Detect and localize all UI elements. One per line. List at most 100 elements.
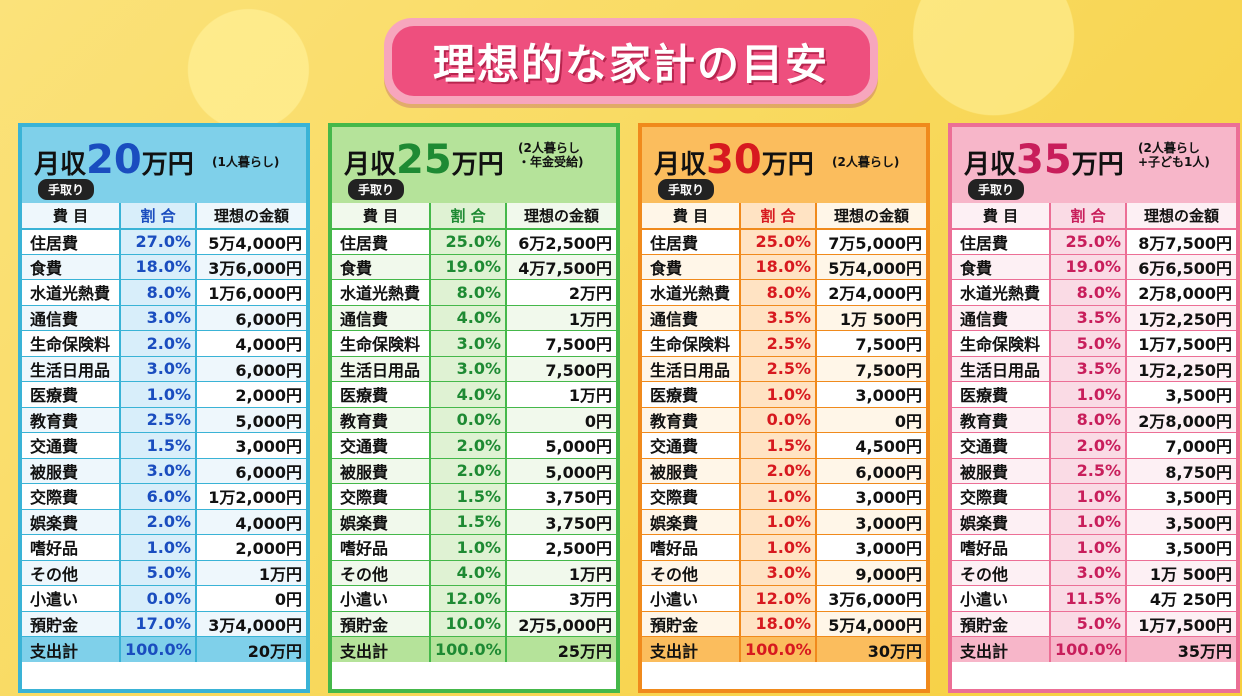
category-label: 被服費 [22, 457, 121, 484]
amount-value: 6万6,500円 [1126, 253, 1236, 280]
ratio-value: 1.0% [740, 381, 817, 407]
category-label: 娯楽費 [332, 508, 431, 535]
amount-value: 20万円 [196, 636, 306, 662]
table-row: 支出計 100.0% 25万円 [332, 636, 616, 662]
amount-value: 5,000円 [196, 406, 306, 433]
category-label: 水道光熱費 [22, 279, 121, 305]
amount-value: 5,000円 [506, 457, 616, 484]
amount-value: 2万円 [506, 279, 616, 305]
ratio-value: 1.0% [1050, 381, 1127, 407]
ratio-value: 19.0% [430, 253, 507, 280]
ratio-value: 3.0% [430, 355, 507, 382]
table-row: 生命保険料 5.0% 1万7,500円 [952, 330, 1236, 356]
amount-value: 35万円 [1126, 636, 1236, 662]
budget-panel-35: 月収35万円 (2人暮らし +子ども1人) 手取り費 目割 合理想の金額 住居費 25.0… [948, 123, 1240, 693]
category-label: 水道光熱費 [642, 279, 741, 305]
ratio-value: 1.5% [120, 432, 197, 458]
category-label: 小遣い [332, 585, 431, 611]
ratio-value: 2.0% [1050, 432, 1127, 458]
amount-value: 1万円 [506, 381, 616, 407]
table-row: 通信費 4.0% 1万円 [332, 304, 616, 331]
category-label: 預貯金 [952, 610, 1051, 637]
ratio-value: 1.0% [120, 381, 197, 407]
table-row: 娯楽費 2.0% 4,000円 [22, 508, 306, 535]
ratio-value: 2.0% [430, 432, 507, 458]
amount-value: 6,000円 [816, 457, 926, 484]
category-label: 支出計 [22, 636, 121, 662]
amount-value: 3,000円 [816, 483, 926, 509]
table-header-row: 費 目割 合理想の金額 [952, 203, 1236, 230]
table-row: 住居費 25.0% 6万2,500円 [332, 228, 616, 254]
income-amount: 20 [86, 137, 142, 183]
category-label: 交通費 [332, 432, 431, 458]
ratio-value: 1.0% [430, 534, 507, 560]
amount-value: 30万円 [816, 636, 926, 662]
category-label: 生活日用品 [22, 355, 121, 382]
amount-value: 7万5,000円 [816, 228, 926, 254]
category-label: 嗜好品 [952, 534, 1051, 560]
amount-value: 3,000円 [816, 381, 926, 407]
column-header: 理想の金額 [196, 203, 306, 230]
ratio-value: 1.5% [740, 432, 817, 458]
amount-value: 7,500円 [506, 330, 616, 356]
table-row: 交際費 1.5% 3,750円 [332, 483, 616, 509]
category-label: 住居費 [22, 228, 121, 254]
category-label: 交通費 [952, 432, 1051, 458]
amount-value: 8,750円 [1126, 457, 1236, 484]
income-suffix: 万円 [761, 150, 814, 180]
amount-value: 4,500円 [816, 432, 926, 458]
ratio-value: 2.5% [1050, 457, 1127, 484]
table-row: 教育費 2.5% 5,000円 [22, 406, 306, 433]
table-row: 交際費 1.0% 3,500円 [952, 483, 1236, 509]
amount-value: 5万4,000円 [196, 228, 306, 254]
amount-value: 7,000円 [1126, 432, 1236, 458]
category-label: 生命保険料 [952, 330, 1051, 356]
income-suffix: 万円 [451, 150, 504, 180]
ratio-value: 1.5% [430, 508, 507, 535]
ratio-value: 2.5% [120, 406, 197, 433]
table-row: 住居費 25.0% 8万7,500円 [952, 228, 1236, 254]
ratio-value: 2.5% [740, 355, 817, 382]
category-label: 交際費 [952, 483, 1051, 509]
category-label: 生命保険料 [22, 330, 121, 356]
income-amount: 35 [1016, 137, 1072, 183]
table-row: 医療費 1.0% 2,000円 [22, 381, 306, 407]
amount-value: 6,000円 [196, 457, 306, 484]
ratio-value: 100.0% [1050, 636, 1127, 662]
amount-value: 3,750円 [506, 483, 616, 509]
category-label: 支出計 [332, 636, 431, 662]
category-label: 生活日用品 [332, 355, 431, 382]
budget-table: 費 目割 合理想の金額 住居費 25.0% 6万2,500円 食費 19.0% 4万7,50… [332, 203, 616, 662]
ratio-value: 12.0% [430, 585, 507, 611]
take-home-badge: 手取り [658, 179, 715, 200]
column-header: 理想の金額 [816, 203, 926, 230]
income-label: 月収35万円 [964, 137, 1124, 183]
ratio-value: 3.5% [1050, 355, 1127, 382]
amount-value: 3,000円 [816, 508, 926, 535]
amount-value: 3,000円 [816, 534, 926, 560]
category-label: 娯楽費 [22, 508, 121, 535]
panel-header: 月収30万円 (2人暮らし) 手取り [642, 127, 926, 203]
category-label: 教育費 [332, 406, 431, 433]
ratio-value: 2.5% [740, 330, 817, 356]
ratio-value: 100.0% [120, 636, 197, 662]
category-label: その他 [952, 559, 1051, 586]
table-row: 小遣い 0.0% 0円 [22, 585, 306, 611]
ratio-value: 5.0% [1050, 330, 1127, 356]
budget-table: 費 目割 合理想の金額 住居費 25.0% 7万5,000円 食費 18.0% 5万4,00… [642, 203, 926, 662]
category-label: 交際費 [22, 483, 121, 509]
amount-value: 3万円 [506, 585, 616, 611]
ratio-value: 2.0% [120, 508, 197, 535]
amount-value: 3,500円 [1126, 508, 1236, 535]
column-header: 費 目 [22, 203, 121, 230]
table-row: 通信費 3.5% 1万2,250円 [952, 304, 1236, 331]
category-label: 交通費 [22, 432, 121, 458]
table-row: 預貯金 18.0% 5万4,000円 [642, 610, 926, 637]
table-row: 水道光熱費 8.0% 2万4,000円 [642, 279, 926, 305]
ratio-value: 18.0% [740, 253, 817, 280]
ratio-value: 1.0% [1050, 483, 1127, 509]
amount-value: 8万7,500円 [1126, 228, 1236, 254]
ratio-value: 1.5% [430, 483, 507, 509]
category-label: 水道光熱費 [332, 279, 431, 305]
category-label: 娯楽費 [642, 508, 741, 535]
